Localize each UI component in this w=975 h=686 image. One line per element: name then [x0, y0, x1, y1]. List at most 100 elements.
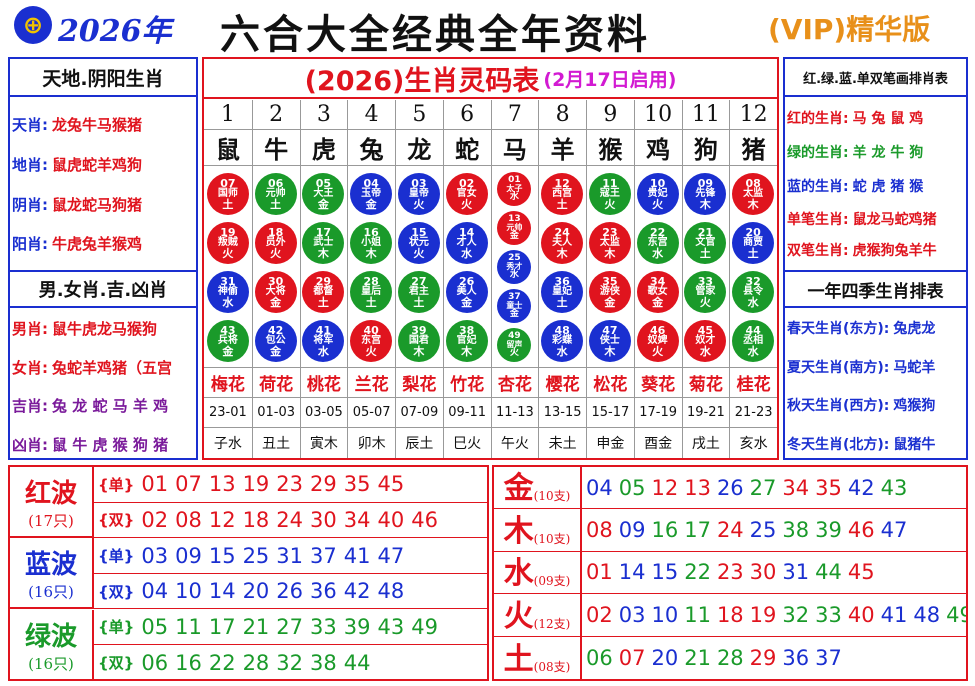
column-index: 9 — [586, 100, 634, 130]
ball-title: 留声 — [506, 340, 523, 350]
column-index: 7 — [490, 100, 539, 130]
ball-element: 水 — [747, 344, 759, 358]
element-number: 10 — [651, 602, 679, 627]
row-label: 冬天生肖(北方): — [787, 437, 890, 453]
row-label: 单笔生肖: — [787, 212, 849, 228]
ball-number: 29 — [315, 274, 332, 288]
wave-number: 26 — [276, 579, 304, 604]
row-label: 阳肖: — [12, 234, 48, 253]
element-name: 木 — [503, 513, 534, 549]
ball-number: 30 — [267, 274, 284, 288]
ball-title: 管家 — [695, 285, 716, 297]
wave-label: 绿波 (16只) — [10, 609, 94, 681]
element-row: 06 07 20 21 28 29 36 37 — [582, 637, 966, 679]
ball-element: 木 — [699, 197, 711, 211]
ball-title: 都督 — [313, 285, 334, 297]
ball-title: 皇妃 — [552, 285, 573, 297]
ball: 34 歌女金 — [636, 270, 679, 313]
ball: 02 官女火 — [445, 172, 488, 215]
ball: 44 丞相水 — [732, 319, 775, 362]
branch: 申金 — [586, 428, 634, 458]
ball: 11 寇王火 — [588, 172, 631, 215]
wave-row: {单} 03 09 15 25 31 37 41 47 — [94, 538, 487, 574]
panel-row: 秋天生肖(西方): 鸡猴狗 — [787, 391, 964, 419]
row-value: 马蛇羊 — [893, 360, 936, 376]
wave-name: 蓝波 — [24, 549, 77, 580]
zodiac: 牛 — [251, 130, 300, 166]
ball-title: 彩蝶 — [552, 334, 573, 346]
ball-number: 13 — [508, 213, 521, 224]
ball: 42 包公金 — [254, 319, 297, 362]
wave-name: 红波 — [24, 478, 77, 509]
ball-number: 03 — [411, 176, 427, 190]
ball-number: 19 — [220, 225, 236, 239]
ball-element: 木 — [317, 246, 329, 260]
wave-row: {双} 02 08 12 18 24 30 34 40 46 — [94, 503, 487, 539]
ball-element: 土 — [222, 197, 234, 211]
hours: 23-01 — [204, 398, 252, 428]
ball-title: 皇后 — [361, 285, 382, 297]
wave-number: 12 — [208, 507, 236, 532]
element-number: 41 — [880, 602, 908, 627]
element-number: 21 — [684, 645, 711, 670]
zodiac: 狗 — [681, 130, 730, 166]
ball: 16 小姐木 — [350, 221, 393, 264]
row-label: 绿的生肖: — [787, 145, 849, 161]
element-number: 24 — [716, 518, 744, 543]
panel-row: 地肖: 鼠虎蛇羊鸡狗 — [12, 150, 194, 178]
ball-title: 贵妃 — [647, 187, 668, 199]
ball-title: 奴才 — [695, 334, 716, 346]
ball-title: 文官 — [695, 236, 716, 248]
ball-title: 童士 — [506, 301, 523, 311]
panel-row: 红的生肖: 马 兔 鼠 鸡 — [787, 104, 964, 132]
ball: 01 太子水 — [497, 171, 532, 206]
ball: 05 大王金 — [302, 172, 345, 215]
ball-number: 18 — [267, 225, 284, 239]
row-label: 双笔生肖: — [787, 243, 849, 259]
element-number: 42 — [847, 475, 875, 500]
ball-number: 27 — [411, 274, 427, 288]
wave-number: 35 — [343, 472, 371, 497]
hours: 13-15 — [538, 398, 586, 428]
wave-row-label: {双} — [98, 654, 135, 673]
ball-title: 神偷 — [217, 285, 238, 297]
element-row: 04 05 12 13 26 27 34 35 42 43 — [582, 467, 966, 510]
element-number: 08 — [586, 518, 613, 543]
element-number: 35 — [815, 475, 842, 500]
ball-title: 叛贼 — [217, 236, 238, 248]
wave-number: 33 — [310, 614, 337, 639]
branch: 辰土 — [395, 428, 443, 458]
branch: 午火 — [490, 428, 539, 458]
ball-title: 商贾 — [743, 236, 764, 248]
zodiac: 鸡 — [633, 130, 682, 166]
ball-number: 26 — [458, 274, 475, 288]
ball-title: 奴婢 — [647, 334, 668, 346]
wave-number: 21 — [242, 614, 270, 639]
wave-number: 29 — [310, 472, 337, 497]
ball-title: 太监 — [599, 236, 620, 248]
ball-cell — [633, 166, 682, 368]
ball-element: 火 — [652, 197, 664, 211]
panel-row: 夏天生肖(南方): 马蛇羊 — [787, 353, 964, 381]
ball-number: 39 — [411, 323, 427, 337]
ball-number: 10 — [649, 176, 666, 190]
ball-cell — [204, 166, 252, 368]
ball-element: 水 — [317, 344, 329, 358]
branch: 亥水 — [729, 428, 777, 458]
panel-row: 吉肖: 兔 龙 蛇 马 羊 鸡 — [12, 391, 194, 419]
ball-number: 22 — [649, 225, 666, 239]
ball: 15 状元火 — [397, 221, 440, 264]
wave-number: 07 — [175, 472, 202, 497]
branch: 未土 — [538, 428, 586, 458]
ball: 10 贵妃火 — [636, 172, 679, 215]
element-number: 48 — [913, 602, 941, 627]
ball-title: 夫人 — [552, 236, 573, 248]
hours: 07-09 — [395, 398, 443, 428]
hours: 05-07 — [347, 398, 395, 428]
element-number: 19 — [749, 602, 777, 627]
ball-element: 土 — [556, 197, 568, 211]
wave-number: 39 — [343, 614, 371, 639]
wave-number: 10 — [175, 579, 202, 604]
ball-number: 09 — [697, 176, 714, 190]
ball-number: 11 — [602, 176, 618, 190]
